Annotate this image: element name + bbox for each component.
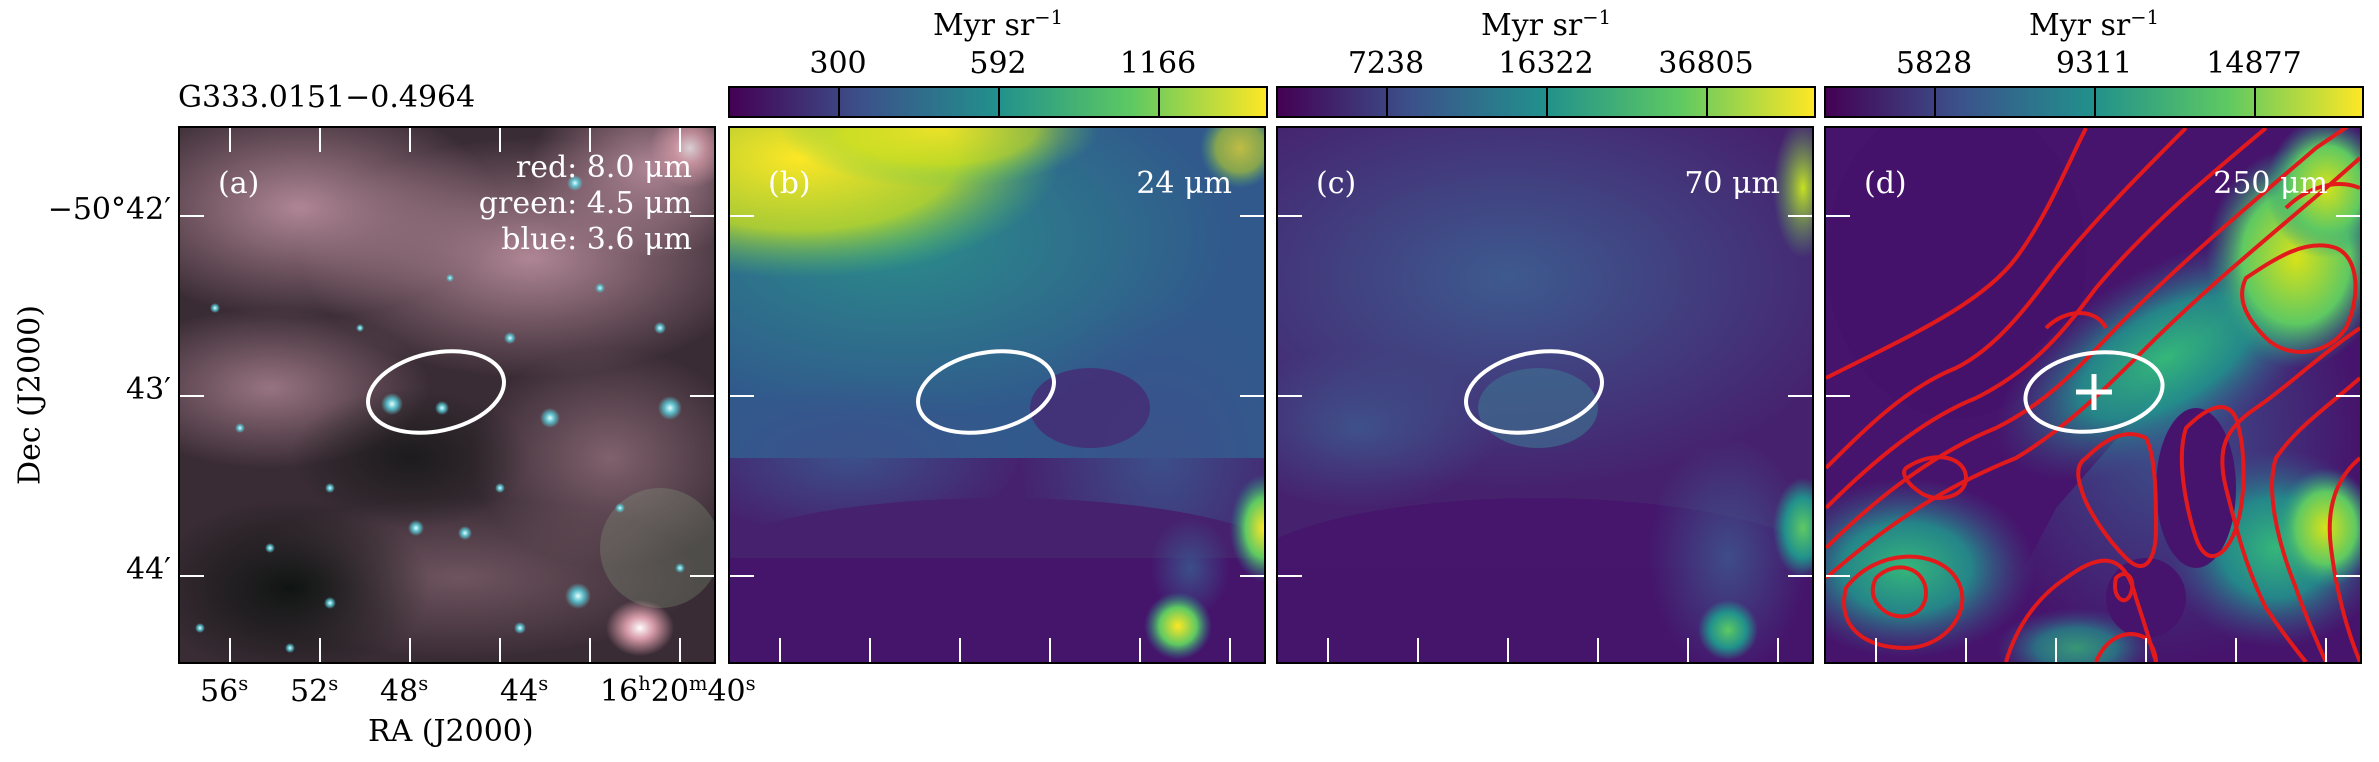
colorbar-d-tick-0: 5828	[1895, 46, 1973, 81]
panel-b-aperture-ellipse	[916, 349, 1056, 435]
x-tick-label-0: 56s	[200, 672, 249, 709]
source-name: G333.0151−0.4964	[178, 80, 476, 115]
panel-a-image: (a) red: 8.0 μm green: 4.5 μm blue: 3.6 …	[178, 126, 716, 664]
colorbar-d-tick-1: 9311	[2055, 46, 2133, 81]
panel-d-image: (d) 250 μm	[1824, 126, 2362, 664]
panel-a-label: (a)	[218, 166, 260, 201]
colorbar-b	[728, 86, 1268, 118]
panel-a-ticks	[180, 128, 714, 662]
x-tick-label-2: 48s	[380, 672, 429, 709]
panel-d-label: (d)	[1864, 166, 1907, 201]
panel-c-aperture-ellipse	[1464, 349, 1604, 435]
panel-d-contours	[1826, 128, 2360, 662]
x-tick-label-1: 52s	[290, 672, 339, 709]
panel-d-wavelength: 250 μm	[2213, 166, 2328, 201]
panel-b-image: (b) 24 μm	[728, 126, 1266, 664]
panel-a-legend-green: green: 4.5 μm	[478, 186, 692, 221]
panel-a-legend-blue: blue: 3.6 μm	[501, 222, 692, 257]
x-tick-label-4: 16h20m40s	[600, 672, 756, 709]
panel-c-label: (c)	[1316, 166, 1357, 201]
colorbar-d-title: Myr sr−1	[2028, 6, 2160, 43]
colorbar-c-tick-2: 36805	[1658, 46, 1754, 81]
panel-a-aperture-ellipse	[366, 349, 506, 435]
colorbar-b-title: Myr sr−1	[932, 6, 1064, 43]
y-axis-label: Dec (J2000)	[12, 305, 48, 485]
panel-c-image: (c) 70 μm	[1276, 126, 1814, 664]
colorbar-b-tick-2: 1166	[1119, 46, 1197, 81]
y-tick-label-1: 43′	[126, 372, 171, 407]
colorbar-d	[1824, 86, 2364, 118]
x-axis-label: RA (J2000)	[368, 714, 534, 749]
y-tick-label-0: −50°42′	[47, 192, 171, 227]
x-tick-label-3: 44s	[500, 672, 549, 709]
colorbar-c-tick-0: 7238	[1347, 46, 1425, 81]
panel-b-label: (b)	[768, 166, 811, 201]
colorbar-d-tick-2: 14877	[2206, 46, 2302, 81]
y-tick-label-2: 44′	[126, 552, 171, 587]
colorbar-c-title: Myr sr−1	[1480, 6, 1612, 43]
panel-b-wavelength: 24 μm	[1136, 166, 1232, 201]
colorbar-c-tick-1: 16322	[1498, 46, 1594, 81]
colorbar-b-tick-1: 592	[969, 46, 1027, 81]
panel-c-wavelength: 70 μm	[1684, 166, 1780, 201]
panel-d-peak-cross-icon	[2076, 374, 2112, 410]
panel-a-legend-red: red: 8.0 μm	[515, 150, 692, 185]
colorbar-c	[1276, 86, 1816, 118]
panel-d-aperture-ellipse	[2023, 350, 2165, 434]
colorbar-b-tick-0: 300	[809, 46, 867, 81]
